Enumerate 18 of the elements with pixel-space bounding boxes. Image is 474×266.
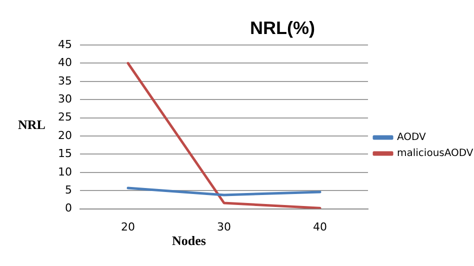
y-tick-label: 10 xyxy=(58,165,72,178)
legend-label: maliciousAODV xyxy=(397,148,474,160)
y-tick-label: 15 xyxy=(58,147,72,160)
y-tick-label: 30 xyxy=(58,92,72,106)
y-axis-title: NRL xyxy=(18,117,46,133)
x-tick-label: 40 xyxy=(313,220,327,234)
y-tick-label: 25 xyxy=(58,110,72,124)
y-tick-label: 40 xyxy=(58,56,72,70)
y-tick-label: 5 xyxy=(64,183,72,196)
y-tick-label: 35 xyxy=(58,74,72,88)
y-tick-label: 0 xyxy=(64,202,72,215)
chart-title: NRL(%) xyxy=(250,18,315,39)
y-tick-label: 45 xyxy=(58,38,72,51)
x-tick-label: 20 xyxy=(121,220,135,234)
x-axis-title: Nodes xyxy=(172,233,206,249)
x-tick-label: 30 xyxy=(217,220,231,234)
legend-label: AODV xyxy=(397,132,426,144)
y-tick-label: 20 xyxy=(58,128,72,142)
